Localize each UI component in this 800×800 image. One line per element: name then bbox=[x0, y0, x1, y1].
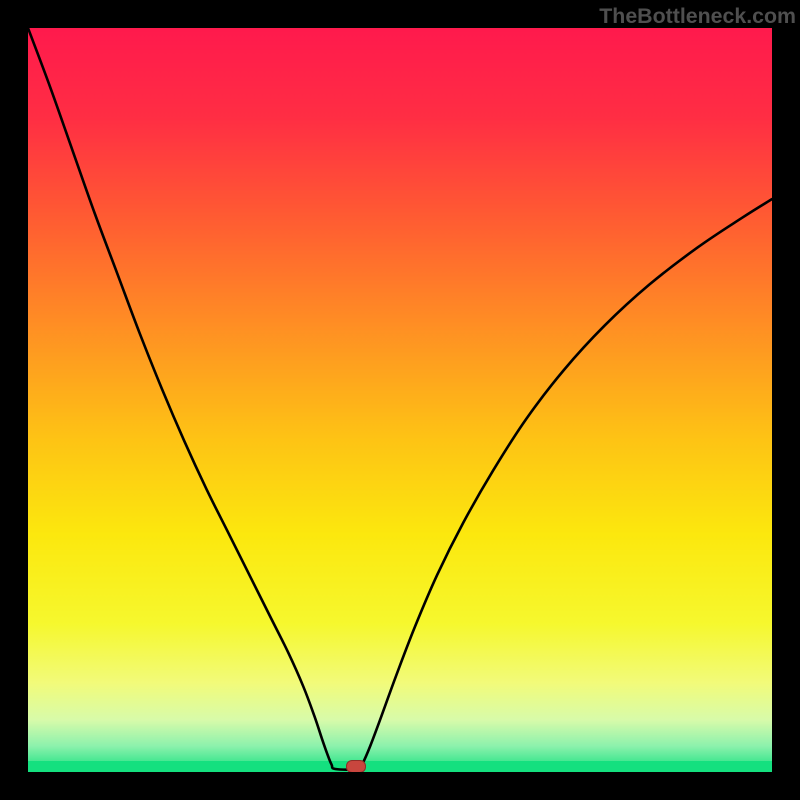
plot-area bbox=[28, 28, 772, 772]
frame-left bbox=[0, 0, 28, 800]
frame-bottom bbox=[0, 772, 800, 800]
optimum-marker bbox=[346, 760, 366, 772]
bottleneck-curve bbox=[28, 28, 772, 772]
frame-right bbox=[772, 0, 800, 800]
watermark-text: TheBottleneck.com bbox=[599, 4, 796, 29]
